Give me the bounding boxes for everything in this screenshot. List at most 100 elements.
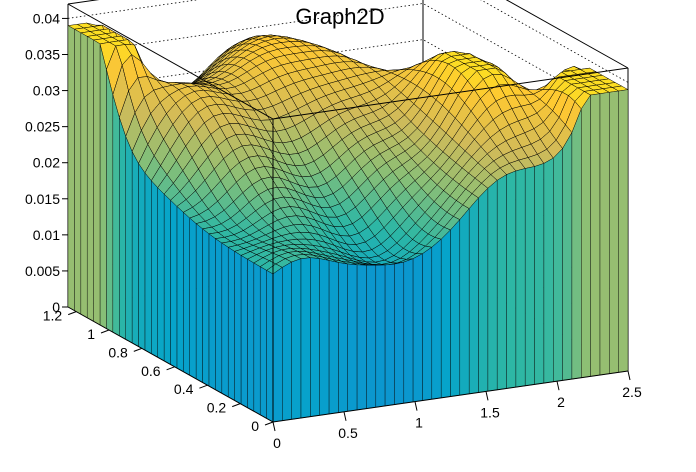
front-wall-cell	[534, 163, 545, 385]
y-tick-mark	[100, 329, 110, 334]
front-wall-cell	[319, 258, 330, 416]
front-wall-cell	[469, 197, 479, 395]
front-wall-cell	[412, 253, 423, 403]
x-tick-mark	[627, 370, 631, 381]
front-wall-cell	[487, 179, 498, 392]
surface-mesh	[67, 22, 629, 423]
top-near-edges	[67, 3, 629, 120]
front-wall-cell	[478, 187, 489, 393]
front-wall-cell	[272, 267, 283, 423]
front-wall-cell	[291, 258, 302, 420]
y-tick-label: 0.6	[141, 363, 161, 379]
front-wall-cell	[571, 108, 582, 380]
side-wall-cell	[80, 32, 88, 319]
side-wall-cell	[93, 39, 101, 326]
side-wall-cell	[221, 242, 229, 398]
y-tick-mark	[166, 366, 175, 371]
front-wall-cell	[403, 258, 414, 404]
front-wall-cell	[347, 263, 358, 412]
side-wall-cell	[125, 136, 133, 344]
front-wall-cell	[553, 148, 563, 382]
x-tick-label: 1.5	[480, 404, 500, 420]
x-tick-mark	[343, 411, 347, 421]
y-tick-mark	[133, 347, 142, 352]
front-wall-cell	[609, 90, 619, 374]
x-tick-mark	[556, 381, 560, 391]
x-tick-label: 0.5	[338, 425, 358, 441]
y-tick-mark	[199, 384, 208, 389]
front-wall-cell	[375, 264, 386, 408]
front-wall-cell	[366, 265, 376, 409]
x-tick-label: 2	[557, 394, 565, 410]
side-wall-cell	[170, 199, 178, 369]
side-wall-cell	[247, 258, 255, 412]
side-wall-cell	[106, 69, 114, 333]
axis-ticks: 00.511.522.500.20.40.60.811.200.0050.010…	[25, 10, 642, 451]
side-wall-cell	[234, 251, 242, 405]
front-wall-cell	[338, 262, 348, 413]
side-wall-cell	[240, 255, 248, 408]
side-wall-cell	[253, 262, 261, 416]
front-wall-cell	[506, 170, 517, 389]
y-tick-label: 1.2	[43, 308, 63, 324]
front-wall-cell	[525, 166, 535, 387]
front-wall-cell	[328, 260, 339, 415]
front-wall-cell	[300, 257, 311, 419]
z-tick-label: 0.015	[25, 191, 60, 207]
side-wall-cell	[99, 43, 107, 329]
chart-title: Graph2D	[295, 4, 384, 29]
z-tick-label: 0.03	[33, 83, 60, 99]
side-wall-cell	[112, 94, 120, 337]
side-wall-cell	[260, 266, 267, 419]
y-tick-label: 0.4	[174, 381, 194, 397]
front-wall-cell	[441, 229, 451, 399]
x-tick-mark	[414, 401, 418, 411]
front-wall-cell	[310, 257, 320, 417]
back-top-edge	[67, 0, 629, 69]
front-wall-cell	[581, 94, 591, 378]
y-tick-label: 1	[87, 326, 95, 342]
side-wall-cell	[119, 117, 126, 340]
z-tick-label: 0.025	[25, 119, 60, 135]
side-wall-cell	[131, 151, 139, 347]
z-tick-label: 0.01	[33, 227, 60, 243]
side-wall-cell	[74, 28, 82, 315]
side-wall-cell	[176, 205, 184, 373]
front-wall-cell	[356, 264, 367, 411]
y-tick-label: 0	[251, 418, 259, 434]
x-tick-mark	[485, 391, 489, 401]
side-wall-cell	[202, 228, 210, 387]
side-wall-cell	[86, 36, 94, 322]
front-wall-cell	[618, 89, 629, 373]
z-tick-label: 0.04	[33, 10, 60, 26]
front-wall-cell	[562, 131, 573, 381]
front-wall-cell	[282, 261, 292, 421]
side-wall-cell	[266, 270, 274, 423]
side-wall-cell	[144, 172, 152, 355]
front-wall-cell	[450, 219, 460, 397]
front-wall-cell	[515, 168, 526, 388]
front-wall-cell	[497, 174, 507, 391]
front-wall-cell	[431, 238, 442, 400]
x-tick-label: 2.5	[622, 384, 642, 400]
z-tick-label: 0.02	[33, 155, 60, 171]
front-wall-cell	[422, 246, 432, 401]
side-wall-cell	[189, 217, 197, 380]
side-wall-cell	[151, 180, 158, 358]
y-tick-label: 0.2	[207, 400, 227, 416]
side-wall-cell	[227, 246, 235, 401]
side-wall-cell	[215, 238, 223, 394]
x-tick-label: 0	[273, 435, 281, 451]
front-wall-cell	[384, 263, 395, 407]
y-tick-mark	[68, 311, 77, 316]
front-wall-cell	[394, 261, 404, 405]
y-tick-mark	[264, 421, 274, 426]
side-wall-cell	[67, 25, 75, 311]
x-tick-label: 1	[415, 415, 423, 431]
front-wall-cell	[590, 93, 601, 377]
side-wall-cell	[208, 233, 216, 391]
front-wall-cell	[459, 208, 470, 396]
y-tick-label: 0.8	[108, 344, 128, 360]
y-tick-mark	[232, 403, 241, 408]
side-wall-cell	[195, 223, 203, 383]
